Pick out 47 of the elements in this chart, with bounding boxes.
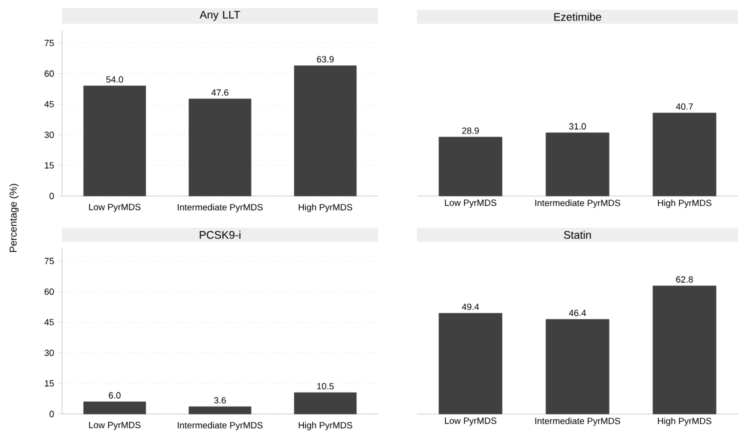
bar [188,98,252,196]
x-tick-label: Low PyrMDS [444,418,496,426]
y-axis-title: Percentage (%) [9,184,19,252]
chart-title: Ezetimibe [554,12,602,21]
chart-title: Any LLT [200,10,240,21]
bar [83,402,146,414]
x-tick-label: Intermediate PyrMDS [535,418,620,426]
y-tick-label: 30 [44,132,54,138]
bar [188,406,252,414]
y-tick-label: 45 [44,101,54,108]
chart-title: Statin [564,230,591,239]
y-tick-label: 75 [44,258,54,264]
x-tick-label: High PyrMDS [298,422,352,430]
y-tick-label: 0 [50,192,54,200]
x-tick-label: Intermediate PyrMDS [535,200,620,208]
x-tick-label: High PyrMDS [658,200,712,208]
bar [294,65,357,196]
y-tick-label: 60 [44,70,54,77]
x-tick-label: Intermediate PyrMDS [178,204,263,212]
x-tick-label: Low PyrMDS [89,422,141,430]
data-label: 6.0 [108,392,121,399]
x-tick-label: Intermediate PyrMDS [178,422,263,430]
data-label: 40.7 [676,103,693,110]
bar [83,86,146,196]
data-label: 28.9 [462,127,479,134]
data-label: 47.6 [211,89,228,96]
x-tick-label: High PyrMDS [298,204,352,212]
y-tick-label: 30 [44,350,54,356]
y-tick-label: 75 [44,40,54,46]
y-tick-label: 45 [44,319,54,326]
chart-title: PCSK9-i [200,230,240,239]
data-label: 62.8 [676,276,693,283]
y-tick-label: 15 [44,162,54,169]
x-tick-label: Low PyrMDS [89,204,141,212]
data-label: 10.5 [317,383,334,390]
x-tick-label: High PyrMDS [658,418,712,426]
y-tick-label: 15 [44,380,54,387]
y-tick-label: 60 [44,288,54,295]
data-label: 63.9 [317,56,334,62]
x-tick-label: Low PyrMDS [444,200,496,208]
bar [294,392,357,414]
data-label: 46.4 [568,310,586,316]
data-label: 31.0 [569,123,586,130]
data-label: 49.4 [462,304,479,310]
data-label: 54.0 [106,76,124,83]
data-label: 3.6 [214,397,226,404]
y-tick-label: 0 [50,410,54,418]
